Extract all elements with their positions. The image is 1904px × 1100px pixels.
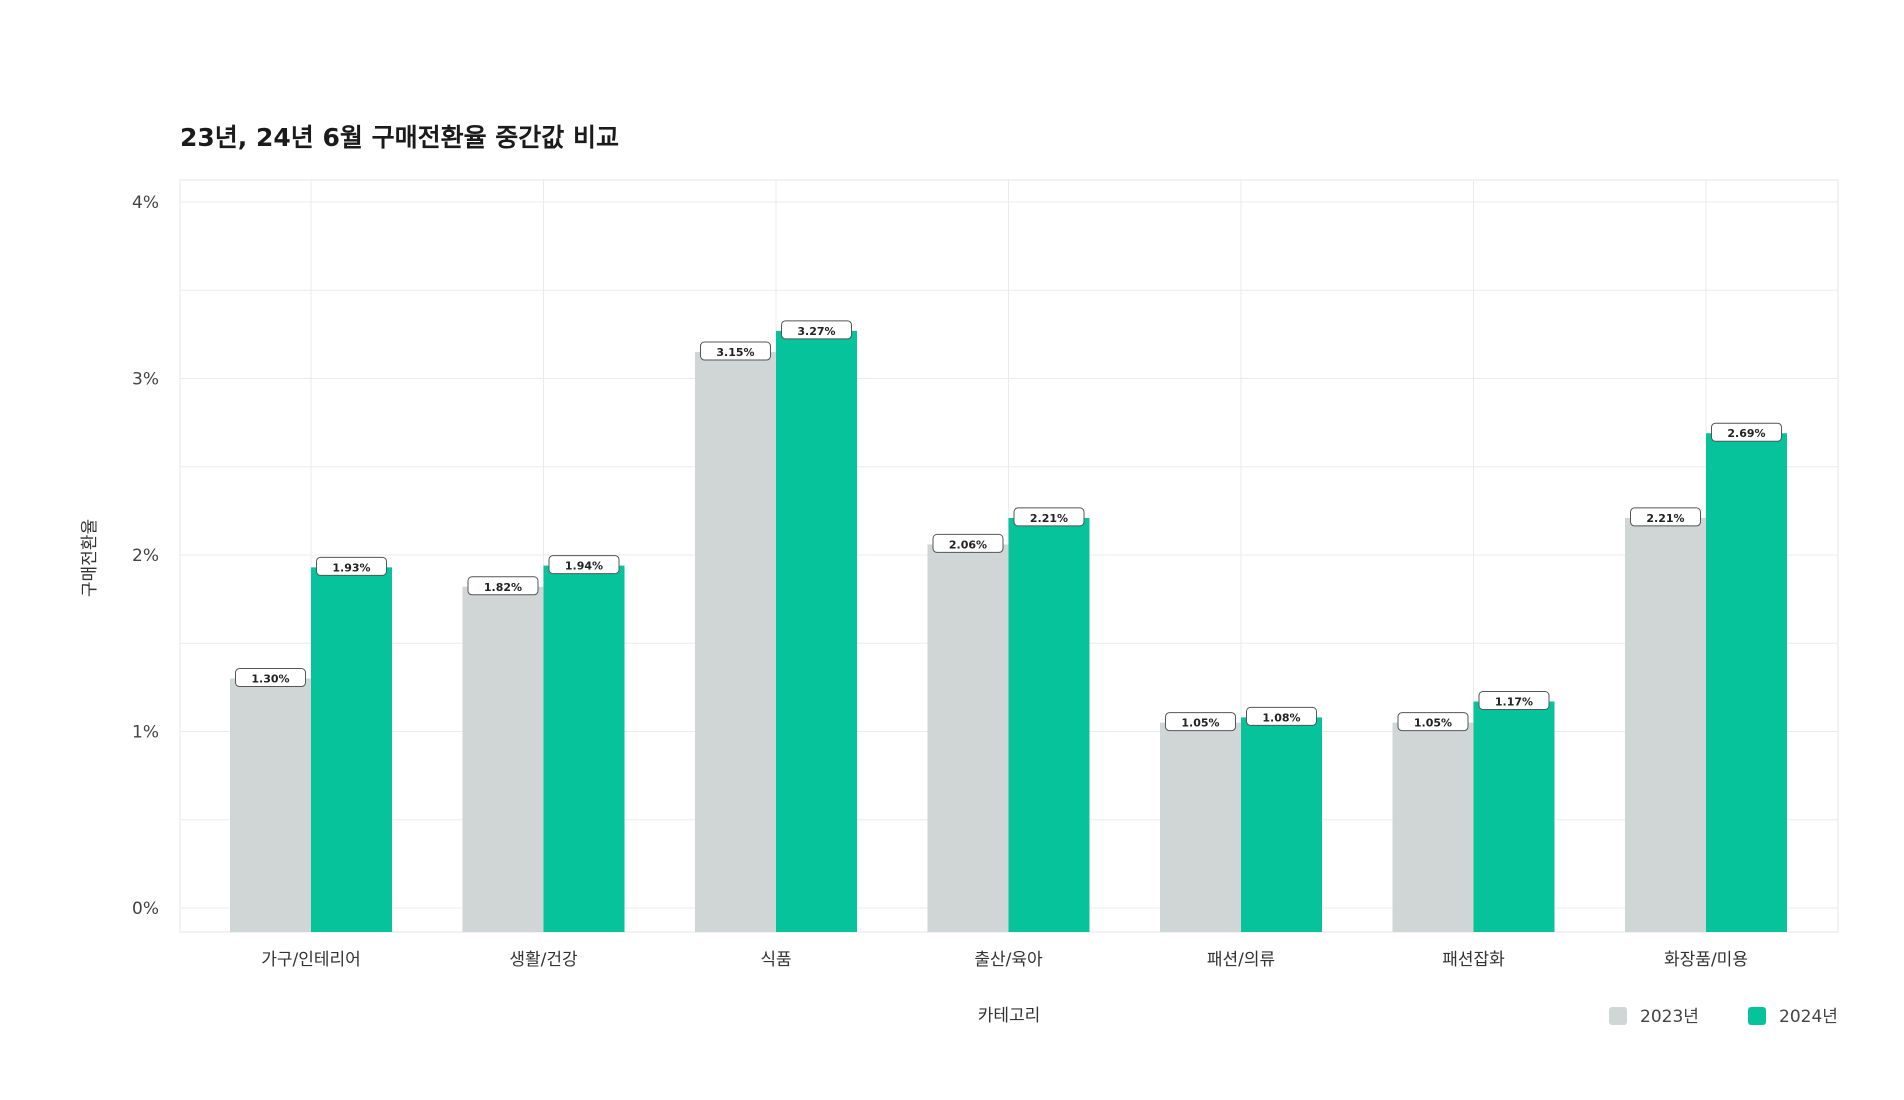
data-label-box <box>235 668 306 688</box>
x-tick-label: 생활/건강 <box>509 950 578 970</box>
data-label: 2.21% <box>1630 507 1701 527</box>
data-label: 2.21% <box>1013 507 1085 527</box>
x-tick-label: 화장품/미용 <box>1664 950 1748 970</box>
data-label-box <box>467 576 539 596</box>
data-label: 1.30% <box>235 668 306 688</box>
data-label-box <box>316 556 387 576</box>
y-tick-label: 3% <box>132 370 159 390</box>
data-label: 1.05% <box>1165 712 1236 732</box>
bar-series1 <box>462 586 544 932</box>
y-tick-label: 1% <box>132 723 159 743</box>
y-tick-label: 4% <box>132 193 159 213</box>
data-label-text: 2.21% <box>1646 512 1684 525</box>
bar-series2 <box>311 567 392 932</box>
data-label-box <box>1397 712 1469 732</box>
data-label-text: 1.05% <box>1414 717 1452 730</box>
bar-series1 <box>1625 517 1706 932</box>
legend: 2023년 2024년 <box>1609 1007 1838 1027</box>
data-label: 2.06% <box>932 533 1004 553</box>
data-label-text: 2.21% <box>1030 512 1068 525</box>
bar-series2 <box>543 565 625 932</box>
y-tick-label: 0% <box>132 899 159 919</box>
x-axis-title: 카테고리 <box>978 1006 1041 1026</box>
bar-series2 <box>1008 517 1090 932</box>
bars <box>230 330 1787 933</box>
data-label: 2.69% <box>1711 422 1782 442</box>
bar-series1 <box>927 544 1009 932</box>
legend-item: 2024년 <box>1748 1007 1838 1027</box>
data-label-text: 1.08% <box>1262 711 1300 724</box>
data-label: 1.05% <box>1397 712 1469 732</box>
data-label-box <box>548 555 620 575</box>
legend-swatch <box>1748 1007 1766 1025</box>
data-label: 1.82% <box>467 576 539 596</box>
bar-series2 <box>776 330 857 933</box>
data-label-text: 2.06% <box>949 538 987 551</box>
data-label-box <box>1630 507 1701 527</box>
x-tick-label: 가구/인테리어 <box>261 950 361 970</box>
data-labels: 1.30% 1.82% 3.15% 2.06% 1.05% 1.05% 2.21% 1.93%… <box>235 320 1782 732</box>
data-label: 1.08% <box>1246 706 1317 726</box>
data-label-box <box>1478 690 1550 710</box>
data-label-box <box>1165 712 1236 732</box>
bar-series1 <box>1392 722 1474 932</box>
x-axis-categories: 가구/인테리어 생활/건강 식품 출산/육아 패션/의류 패션잡화 화장품/미용 <box>261 950 1748 970</box>
bar-series1 <box>695 352 776 932</box>
data-label-text: 2.69% <box>1727 427 1765 440</box>
y-axis-ticks: 0% 1% 2% 3% 4% <box>132 193 159 919</box>
data-label-text: 1.30% <box>251 673 289 686</box>
bar-series1 <box>230 678 311 932</box>
y-axis-title: 구매전환율 <box>80 519 100 597</box>
bar-series1 <box>1160 722 1241 932</box>
x-tick-label: 패션잡화 <box>1442 950 1505 970</box>
data-label-text: 1.05% <box>1181 717 1219 730</box>
bar-series2 <box>1473 701 1555 932</box>
data-label: 1.94% <box>548 555 620 575</box>
data-label-text: 3.27% <box>797 325 835 338</box>
data-label-text: 1.82% <box>484 581 522 594</box>
data-label-box <box>700 341 771 361</box>
y-tick-label: 2% <box>132 546 159 566</box>
data-label: 1.17% <box>1478 690 1550 710</box>
legend-label: 2023년 <box>1640 1007 1699 1027</box>
data-label-box <box>1246 706 1317 726</box>
x-tick-label: 출산/육아 <box>974 950 1043 970</box>
bar-series2 <box>1241 717 1322 932</box>
bar-series2 <box>1706 433 1787 932</box>
data-label-text: 1.93% <box>332 561 370 574</box>
x-tick-label: 패션/의류 <box>1207 950 1275 970</box>
data-label-box <box>932 533 1004 553</box>
data-label-text: 1.17% <box>1495 695 1533 708</box>
legend-swatch <box>1609 1007 1627 1025</box>
data-label-box <box>1711 422 1782 442</box>
data-label-text: 1.94% <box>565 560 603 573</box>
data-label-text: 3.15% <box>716 346 754 359</box>
x-tick-label: 식품 <box>760 950 791 970</box>
data-label: 3.15% <box>700 341 771 361</box>
data-label-box <box>1013 507 1085 527</box>
legend-item: 2023년 <box>1609 1007 1699 1027</box>
data-label-box <box>781 320 852 340</box>
data-label: 1.93% <box>316 556 387 576</box>
data-label: 3.27% <box>781 320 852 340</box>
legend-label: 2024년 <box>1779 1007 1838 1027</box>
chart-title: 23년, 24년 6월 구매전환율 중간값 비교 <box>180 123 619 152</box>
